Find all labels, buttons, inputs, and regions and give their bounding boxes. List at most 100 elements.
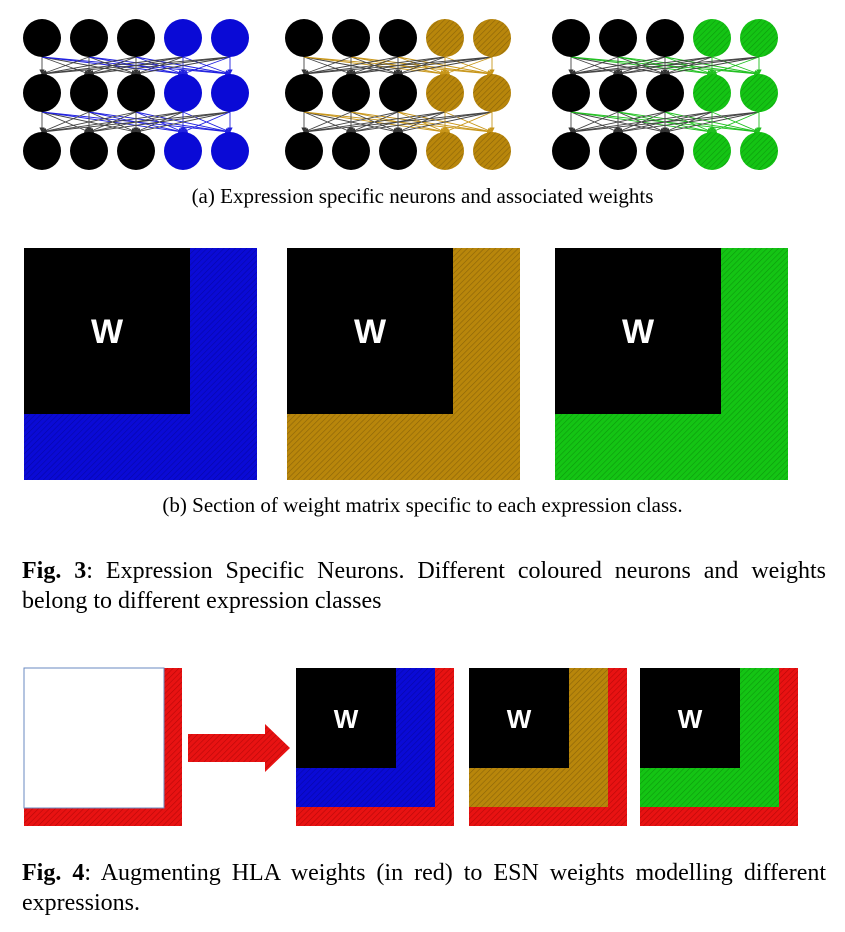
shared-neuron [379, 132, 417, 170]
shared-weight-edge [570, 111, 666, 134]
empty-block [23, 667, 165, 809]
shared-neuron [332, 132, 370, 170]
class-neuron [426, 132, 464, 170]
shared-weight-edge [570, 56, 760, 77]
shared-neuron [552, 74, 590, 112]
class-neuron [164, 19, 202, 57]
shared-neuron [379, 74, 417, 112]
network-2 [285, 19, 511, 170]
shared-weight-edge [41, 111, 231, 135]
class-neuron [426, 74, 464, 112]
network-1 [23, 19, 249, 170]
shared-weight-edge [570, 56, 619, 76]
shared-neuron [23, 132, 61, 170]
weight-letter: W [334, 704, 359, 734]
weight-letter: W [622, 313, 655, 351]
shared-weight-edge [88, 56, 231, 77]
shared-weight-block [640, 668, 740, 768]
shared-neuron [552, 132, 590, 170]
shared-neuron [70, 19, 108, 57]
class-neuron [164, 132, 202, 170]
class-neuron [740, 132, 778, 170]
shared-weight-edge [135, 56, 231, 76]
shared-neuron [70, 132, 108, 170]
shared-neuron [285, 19, 323, 57]
shared-weight-edge [570, 111, 713, 135]
class-neuron [211, 74, 249, 112]
shared-neuron [23, 19, 61, 57]
weight-letter: W [91, 313, 124, 351]
shared-neuron [599, 19, 637, 57]
shared-weight-edge [135, 111, 231, 134]
augmented-matrix-3: W [640, 668, 798, 826]
fig3a-networks [23, 19, 778, 170]
class-neuron [211, 132, 249, 170]
shared-weight-edge [350, 56, 493, 77]
shared-weight-edge [41, 56, 231, 77]
weight-matrix-2: W [287, 248, 520, 480]
shared-neuron [285, 74, 323, 112]
class-neuron [473, 74, 511, 112]
shared-neuron [332, 74, 370, 112]
shared-weight-edge [303, 111, 399, 134]
class-weight-edge [444, 56, 493, 76]
shared-neuron [379, 19, 417, 57]
class-neuron [473, 19, 511, 57]
shared-weight-block [24, 248, 190, 414]
weight-letter: W [678, 704, 703, 734]
fig4-caption-text: : Augmenting HLA weights (in red) to ESN… [22, 860, 827, 916]
fig3-label: Fig. 3 [22, 558, 87, 584]
shared-weight-edge [41, 111, 90, 133]
shared-weight-edge [41, 56, 184, 77]
shared-neuron [599, 132, 637, 170]
shared-weight-block [296, 668, 396, 768]
shared-weight-edge [303, 111, 446, 135]
class-weight-edge [182, 56, 231, 76]
class-neuron [426, 19, 464, 57]
class-neuron [693, 132, 731, 170]
shared-weight-edge [664, 111, 760, 134]
shared-neuron [646, 74, 684, 112]
shared-weight-edge [570, 111, 760, 135]
class-neuron [473, 132, 511, 170]
shared-neuron [117, 19, 155, 57]
shared-weight-edge [303, 111, 493, 135]
shared-neuron [117, 74, 155, 112]
shared-neuron [646, 19, 684, 57]
shared-weight-edge [41, 56, 90, 76]
class-neuron [740, 19, 778, 57]
class-neuron [740, 74, 778, 112]
class-weight-edge [711, 111, 760, 133]
fig4-label: Fig. 4 [22, 860, 85, 886]
shared-weight-edge [303, 56, 399, 76]
shared-weight-edge [397, 56, 493, 76]
shared-weight-edge [617, 56, 760, 77]
shared-weight-edge [350, 111, 493, 135]
weight-matrix-3: W [555, 248, 788, 480]
shared-weight-edge [41, 111, 184, 135]
shared-weight-edge [617, 111, 760, 135]
fig3-caption-text: : Expression Specific Neurons. Different… [22, 558, 827, 614]
shared-weight-edge [664, 56, 760, 76]
augment-arrow-icon [188, 724, 290, 772]
shared-neuron [646, 132, 684, 170]
shared-neuron [117, 132, 155, 170]
shared-weight-edge [303, 56, 352, 76]
class-neuron [693, 19, 731, 57]
shared-weight-block [555, 248, 721, 414]
network-3 [552, 19, 778, 170]
augmented-matrix-1: W [296, 668, 454, 826]
shared-neuron [70, 74, 108, 112]
shared-neuron [285, 132, 323, 170]
shared-neuron [23, 74, 61, 112]
shared-weight-block [469, 668, 569, 768]
shared-weight-block [287, 248, 453, 414]
shared-weight-edge [303, 56, 493, 77]
shared-weight-edge [303, 56, 446, 77]
shared-weight-edge [41, 56, 137, 76]
class-neuron [693, 74, 731, 112]
shared-weight-edge [570, 111, 619, 133]
class-neuron [164, 74, 202, 112]
